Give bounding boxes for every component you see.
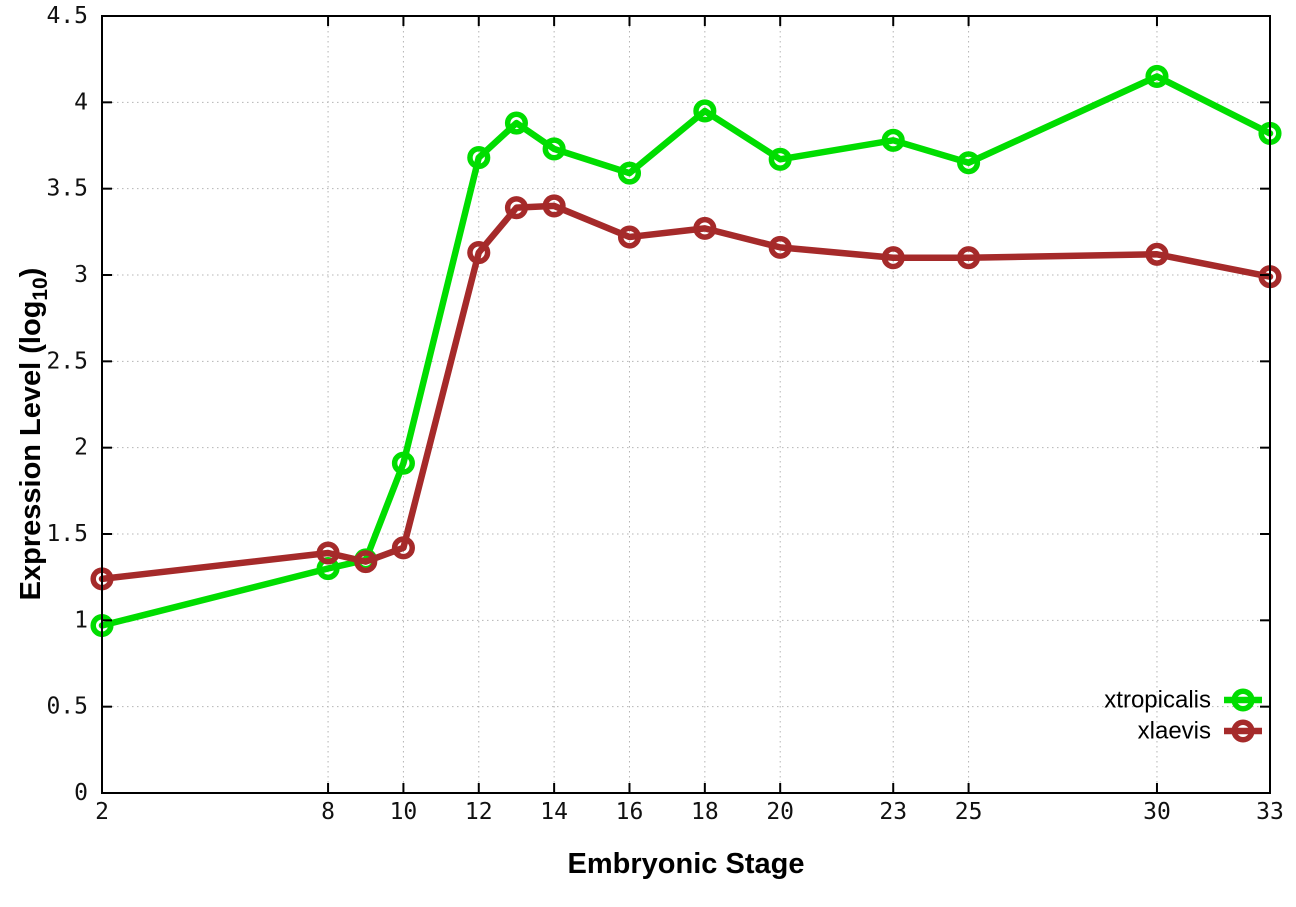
x-tick-label: 30 bbox=[1143, 799, 1171, 825]
data-point-xlaevis bbox=[1145, 242, 1169, 266]
y-tick-label: 2 bbox=[74, 435, 88, 461]
x-tick-label: 2 bbox=[95, 799, 109, 825]
data-point-xlaevis bbox=[316, 541, 340, 565]
data-point-xlaevis bbox=[881, 246, 905, 270]
legend-marker-xtropicalis bbox=[1231, 688, 1255, 712]
y-tick-label: 1.5 bbox=[46, 521, 88, 547]
data-point-xtropicalis bbox=[542, 137, 566, 161]
data-point-xlaevis bbox=[467, 241, 491, 265]
y-tick-label: 4 bbox=[74, 89, 88, 115]
data-point-xtropicalis bbox=[1145, 64, 1169, 88]
legend-marker-xlaevis bbox=[1231, 719, 1255, 743]
y-tick-label: 2.5 bbox=[46, 348, 88, 374]
y-tick-label: 1 bbox=[74, 607, 88, 633]
data-point-xtropicalis bbox=[391, 451, 415, 475]
plot-border bbox=[101, 15, 1271, 794]
y-axis-title-text: Expression Level (log bbox=[15, 300, 47, 601]
legend-label-xlaevis: xlaevis bbox=[1138, 718, 1211, 745]
x-tick-label: 12 bbox=[465, 799, 493, 825]
data-point-xlaevis bbox=[693, 216, 717, 240]
y-axis-title-suffix: ) bbox=[15, 267, 47, 278]
data-point-xlaevis bbox=[391, 536, 415, 560]
x-tick-label: 8 bbox=[321, 799, 335, 825]
y-axis-title: Expression Level (log10) bbox=[10, 224, 52, 644]
data-point-xtropicalis bbox=[617, 161, 642, 185]
x-tick-label: 33 bbox=[1256, 799, 1284, 825]
y-tick-label: 3 bbox=[74, 262, 88, 288]
x-tick-label: 10 bbox=[390, 799, 418, 825]
data-point-xtropicalis bbox=[957, 151, 981, 175]
data-point-xlaevis bbox=[542, 194, 566, 218]
data-point-xlaevis bbox=[504, 196, 529, 220]
data-point-xtropicalis bbox=[467, 146, 491, 170]
y-tick-label: 4.5 bbox=[46, 3, 88, 29]
x-axis-title-text: Embryonic Stage bbox=[567, 848, 805, 880]
x-tick-label: 20 bbox=[766, 799, 794, 825]
x-axis-title: Embryonic Stage bbox=[102, 848, 1270, 881]
data-point-xlaevis bbox=[354, 550, 378, 574]
y-tick-label: 0.5 bbox=[46, 694, 88, 720]
y-tick-label: 0 bbox=[74, 780, 88, 806]
data-point-xtropicalis bbox=[504, 111, 529, 135]
data-point-xlaevis bbox=[768, 235, 792, 259]
x-tick-label: 18 bbox=[691, 799, 719, 825]
data-point-xlaevis bbox=[617, 225, 642, 249]
data-point-xtropicalis bbox=[768, 147, 792, 171]
series-line-xtropicalis bbox=[98, 73, 1274, 629]
legend-label-xtropicalis: xtropicalis bbox=[1104, 687, 1211, 714]
series-line-xlaevis bbox=[98, 202, 1274, 583]
data-point-xtropicalis bbox=[693, 99, 717, 123]
x-tick-label: 16 bbox=[616, 799, 644, 825]
data-point-xlaevis bbox=[957, 246, 981, 270]
x-tick-label: 25 bbox=[955, 799, 983, 825]
x-tick-label: 14 bbox=[540, 799, 568, 825]
data-point-xtropicalis bbox=[881, 128, 905, 152]
y-tick-label: 3.5 bbox=[46, 176, 88, 202]
y-axis-title-subscript: 10 bbox=[28, 277, 52, 301]
x-tick-label: 23 bbox=[879, 799, 907, 825]
